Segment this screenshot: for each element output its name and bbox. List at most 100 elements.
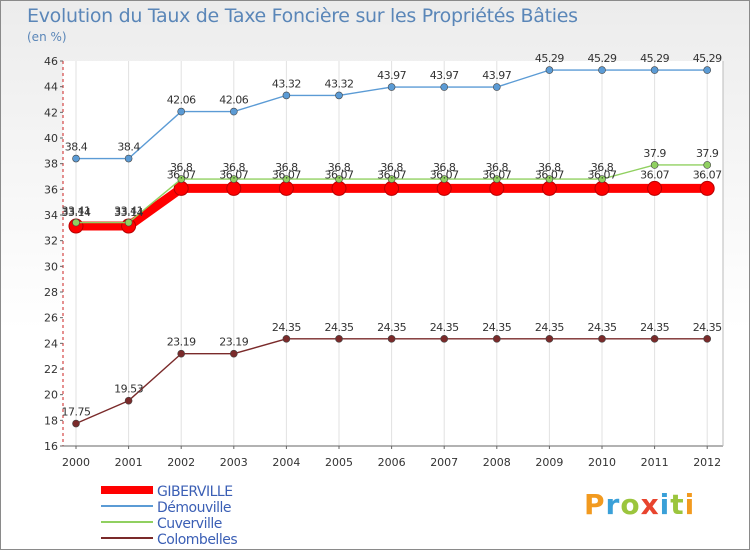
data-label: 24.35: [693, 321, 722, 334]
data-point: [703, 161, 712, 169]
data-label: 43.97: [430, 69, 459, 82]
data-label: 36.8: [223, 161, 246, 174]
x-tick-label: 2012: [693, 456, 721, 469]
data-point: [384, 180, 400, 196]
data-label: 36.07: [272, 168, 301, 181]
data-point: [335, 91, 343, 100]
data-label: 24.35: [482, 321, 511, 334]
data-label: 36.8: [275, 161, 298, 174]
data-point: [545, 335, 554, 343]
y-tick-label: 30: [44, 260, 58, 273]
data-label: 45.29: [693, 52, 722, 65]
data-point: [335, 175, 343, 183]
data-label: 33.41: [62, 205, 91, 218]
y-tick-label: 34: [44, 209, 58, 222]
data-point: [489, 180, 505, 196]
data-label: 23.19: [219, 336, 248, 349]
data-point: [282, 175, 291, 183]
data-label: 36.8: [380, 161, 403, 174]
data-label: 36.8: [591, 161, 614, 174]
data-point: [440, 83, 449, 91]
data-label: 36.07: [219, 168, 248, 181]
y-tick-label: 42: [44, 106, 58, 119]
legend-label: Colombelles: [157, 532, 237, 548]
data-label: 36.07: [588, 168, 617, 181]
data-point: [598, 175, 606, 183]
y-tick-label: 24: [44, 337, 58, 350]
data-label: 45.29: [588, 52, 617, 65]
data-point: [124, 396, 133, 405]
data-label: 24.35: [535, 321, 564, 334]
data-point: [230, 349, 238, 358]
x-tick-label: 2000: [62, 456, 90, 469]
data-label: 38.4: [117, 141, 140, 154]
data-label: 36.07: [377, 168, 406, 181]
data-point: [650, 161, 659, 169]
data-label: 42.06: [167, 94, 196, 107]
proxiti-logo: Proxiti: [584, 488, 696, 521]
data-point: [647, 180, 663, 196]
data-label: 36.8: [433, 161, 456, 174]
y-tick-label: 22: [44, 363, 58, 376]
x-tick-label: 2001: [115, 456, 143, 469]
data-label: 19.53: [114, 383, 143, 396]
data-point: [124, 218, 133, 227]
data-label: 36.07: [535, 168, 564, 181]
data-point: [387, 335, 396, 343]
data-label: 36.07: [167, 168, 196, 181]
data-point: [703, 66, 712, 74]
x-tick-label: 2009: [535, 456, 563, 469]
data-label: 23.19: [167, 336, 196, 349]
y-tick-label: 46: [44, 55, 58, 68]
data-label: 36.07: [640, 168, 669, 181]
data-label: 36.07: [693, 168, 722, 181]
data-label: 24.35: [430, 321, 459, 334]
y-tick-label: 44: [44, 81, 58, 94]
data-point: [230, 175, 238, 183]
data-point: [545, 175, 554, 183]
x-tick-label: 2008: [483, 456, 511, 469]
data-label: 36.8: [538, 161, 561, 174]
data-label: 38.4: [65, 141, 88, 154]
x-tick-label: 2005: [325, 456, 353, 469]
data-label: 37.9: [643, 147, 666, 160]
y-tick-label: 36: [44, 183, 58, 196]
data-label: 36.8: [486, 161, 509, 174]
x-tick-label: 2011: [641, 456, 669, 469]
data-point: [650, 335, 659, 343]
data-point: [387, 175, 396, 183]
data-point: [335, 335, 343, 343]
data-label: 43.97: [377, 69, 406, 82]
data-point: [387, 83, 396, 91]
data-label: 33.14: [62, 206, 91, 219]
data-label: 24.35: [640, 321, 669, 334]
data-point: [230, 107, 238, 116]
data-label: 45.29: [535, 52, 564, 65]
plot-area: [63, 61, 723, 446]
data-point: [177, 107, 185, 116]
data-label: 37.9: [696, 147, 719, 160]
data-point: [72, 218, 80, 227]
data-label: 36.07: [430, 168, 459, 181]
data-point: [594, 180, 610, 196]
y-tick-label: 26: [44, 312, 58, 325]
data-point: [598, 66, 606, 74]
data-point: [440, 335, 449, 343]
data-point: [282, 335, 291, 343]
data-label: 36.07: [482, 168, 511, 181]
data-point: [282, 91, 291, 100]
y-tick-label: 38: [44, 158, 58, 171]
x-tick-label: 2003: [220, 456, 248, 469]
data-label: 24.35: [272, 321, 301, 334]
data-point: [492, 175, 501, 183]
data-point: [598, 335, 606, 343]
y-tick-label: 28: [44, 286, 58, 299]
data-point: [492, 335, 501, 343]
data-point: [545, 66, 554, 74]
data-label: 36.8: [328, 161, 351, 174]
data-point: [436, 180, 452, 196]
data-label: 33.14: [114, 206, 143, 219]
x-tick-label: 2007: [430, 456, 458, 469]
data-point: [226, 180, 242, 196]
data-point: [699, 180, 715, 196]
